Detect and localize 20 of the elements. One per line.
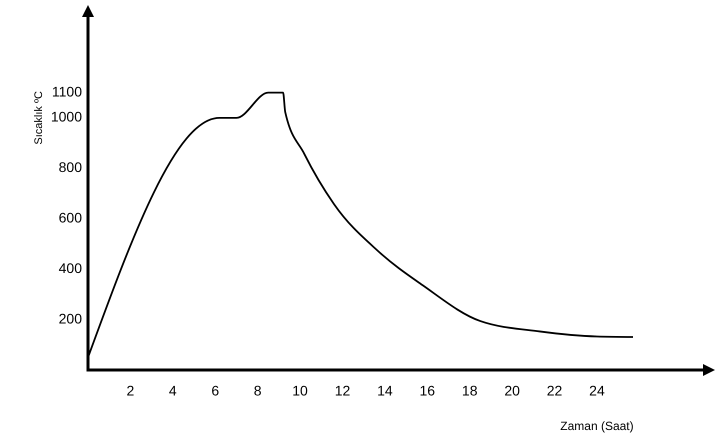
y-tick-label: 400 xyxy=(58,260,82,276)
x-axis-title: Zaman (Saat) xyxy=(560,419,634,433)
x-tick-label: 6 xyxy=(211,382,220,399)
x-tick-label: 14 xyxy=(377,382,393,399)
y-tick-label: 1000 xyxy=(50,108,82,125)
y-tick-label: 600 xyxy=(58,209,82,226)
x-tick-label: 8 xyxy=(254,382,262,399)
x-tick-label: 12 xyxy=(334,382,350,399)
x-tick-label: 20 xyxy=(504,382,520,399)
x-tick-label: 22 xyxy=(546,382,563,399)
x-tick-label: 10 xyxy=(292,382,308,399)
x-tick-label: 18 xyxy=(462,382,478,399)
x-tick-label: 24 xyxy=(589,382,605,399)
y-tick-label: 1100 xyxy=(52,83,82,100)
x-tick-label: 2 xyxy=(126,382,135,399)
y-tick-label: 200 xyxy=(58,310,82,326)
y-tick-label: 800 xyxy=(58,158,82,175)
y-axis-title: Sıcaklık ºC xyxy=(33,91,45,145)
x-tick-label: 16 xyxy=(420,382,436,399)
x-tick-label: 4 xyxy=(168,382,177,399)
